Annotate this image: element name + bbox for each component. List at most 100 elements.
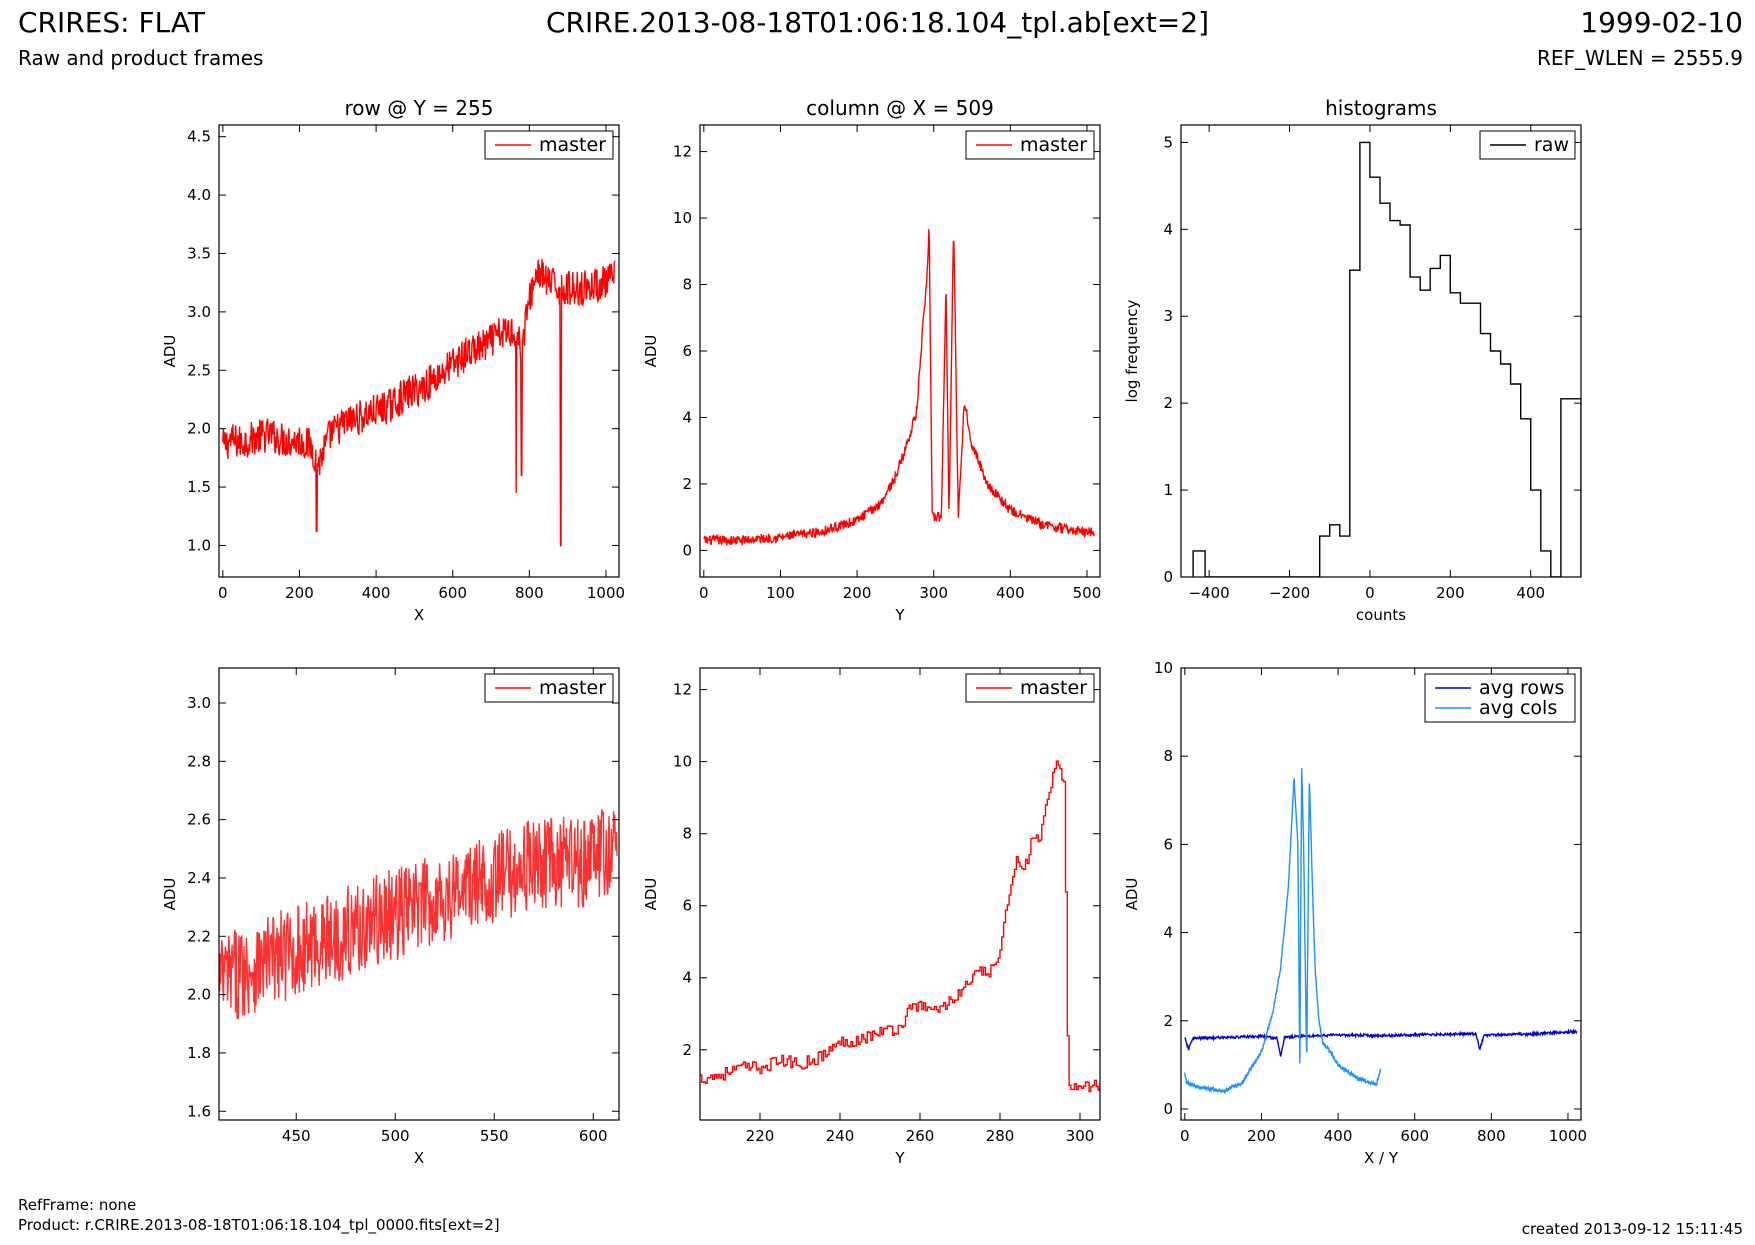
y-tick-label: 2.0 [187, 986, 211, 1004]
chart-title: column @ X = 509 [806, 96, 994, 120]
plot-frame [218, 124, 620, 578]
x-axis-label: Y [894, 1149, 905, 1167]
legend: master [484, 130, 614, 160]
y-tick-label: 4 [1163, 220, 1173, 238]
x-tick-label: 0 [1365, 584, 1375, 602]
chart-p4: 450 500 550 600 1.6 1.8 2.0 2.2 2.4 2.6 2.8 3.0 X ADU… [161, 667, 620, 1167]
ref-wlen-label: REF_WLEN = 2555.9 [1536, 46, 1743, 70]
chart-p3-data [1192, 141, 1581, 577]
legend: raw [1479, 130, 1576, 160]
x-tick-label: 600 [579, 1127, 608, 1145]
x-tick-label: 0 [1180, 1127, 1190, 1145]
y-axis-label: ADU [1123, 878, 1141, 911]
y-tick-label: 4.0 [187, 186, 211, 204]
x-axis-label: Y [894, 606, 905, 624]
legend: master [484, 673, 614, 703]
y-tick-label: 1.8 [187, 1044, 211, 1062]
x-tick-label: 100 [766, 584, 795, 602]
y-tick-label: 4.5 [187, 128, 211, 146]
x-tick-label: 1000 [1549, 1127, 1587, 1145]
x-tick-label: 200 [1247, 1127, 1276, 1145]
y-axis-label: ADU [642, 878, 660, 911]
y-tick-label: 0 [1163, 568, 1173, 586]
x-tick-label: 300 [1066, 1127, 1095, 1145]
x-tick-label: −400 [1189, 584, 1230, 602]
chart-p6: 0 200 400 600 800 1000 0 2 4 6 8 10 X / Y ADU avg rows… [1123, 659, 1587, 1167]
y-axis-label: ADU [161, 878, 179, 911]
x-tick-label: 200 [285, 584, 314, 602]
x-tick-label: 400 [996, 584, 1025, 602]
x-axis-label: X [414, 1149, 424, 1167]
chart-title: histograms [1325, 96, 1437, 120]
y-tick-label: 2.2 [187, 927, 211, 945]
x-tick-label: 550 [480, 1127, 509, 1145]
chart-p3: −400 −200 0 200 400 0 1 2 3 4 5 histograms counts log… [1123, 96, 1582, 624]
chart-p6-data [1184, 768, 1578, 1095]
legend-label: avg rows [1479, 677, 1564, 699]
report-title: CRIRES: FLAT [18, 6, 205, 39]
series-master [703, 229, 1095, 546]
y-tick-label: 2 [682, 1041, 692, 1059]
y-tick-label: 10 [673, 753, 692, 771]
y-tick-label: 6 [682, 897, 692, 915]
legend-label: avg cols [1479, 697, 1557, 719]
y-axis-label: ADU [161, 335, 179, 368]
y-tick-label: 3.0 [187, 694, 211, 712]
y-tick-label: 2.6 [187, 811, 211, 829]
y-tick-label: 4 [682, 969, 692, 987]
y-tick-label: 1 [1163, 481, 1173, 499]
x-tick-label: 400 [1324, 1127, 1353, 1145]
y-tick-label: 2 [1163, 394, 1173, 412]
y-tick-label: 8 [1163, 747, 1173, 765]
x-tick-label: 240 [826, 1127, 855, 1145]
plot-frame [699, 124, 1101, 578]
x-tick-label: 260 [906, 1127, 935, 1145]
x-tick-label: 300 [919, 584, 948, 602]
y-tick-label: 1.0 [187, 536, 211, 554]
y-tick-label: 2.4 [187, 869, 211, 887]
x-tick-label: 500 [381, 1127, 410, 1145]
series-master [700, 760, 1100, 1093]
x-tick-label: 1000 [587, 584, 625, 602]
x-tick-label: 0 [699, 584, 709, 602]
y-tick-label: 4 [1163, 924, 1173, 942]
y-tick-label: 3.5 [187, 244, 211, 262]
product-label: Product: r.CRIRE.2013-08-18T01:06:18.104… [18, 1216, 500, 1234]
report-subtitle: Raw and product frames [18, 46, 264, 70]
series-master [222, 258, 616, 547]
y-tick-label: 6 [682, 342, 692, 360]
created-label: created 2013-09-12 15:11:45 [1521, 1220, 1743, 1238]
x-tick-label: 280 [986, 1127, 1015, 1145]
y-tick-label: 8 [682, 825, 692, 843]
plot-frame [1180, 667, 1582, 1121]
y-tick-label: 8 [682, 276, 692, 294]
y-tick-label: 5 [1163, 133, 1173, 151]
y-tick-label: 3 [1163, 307, 1173, 325]
x-tick-label: 400 [362, 584, 391, 602]
x-tick-label: 200 [843, 584, 872, 602]
y-tick-label: 4 [682, 408, 692, 426]
x-tick-label: 200 [1436, 584, 1465, 602]
date-label: 1999-02-10 [1580, 6, 1743, 39]
chart-p5-data [700, 760, 1100, 1093]
y-tick-label: 2.5 [187, 361, 211, 379]
y-tick-label: 10 [673, 209, 692, 227]
x-axis-label: X [414, 606, 424, 624]
legend: master [965, 130, 1095, 160]
series-avg-cols [1184, 768, 1382, 1095]
y-tick-label: 1.6 [187, 1102, 211, 1120]
chart-p1-data [222, 258, 616, 547]
ref-frame-label: RefFrame: none [18, 1196, 137, 1214]
y-tick-label: 3.0 [187, 303, 211, 321]
chart-p2-data [703, 229, 1095, 546]
y-tick-label: 0 [682, 541, 692, 559]
y-tick-label: 2.0 [187, 420, 211, 438]
series-master [219, 809, 618, 1020]
y-tick-label: 1.5 [187, 478, 211, 496]
x-axis-label: X / Y [1364, 1149, 1399, 1167]
x-tick-label: 800 [1477, 1127, 1506, 1145]
chart-p5: 220 240 260 280 300 2 4 6 8 10 12 Y ADU master [642, 667, 1101, 1167]
x-tick-label: 600 [438, 584, 467, 602]
legend-label: master [539, 677, 606, 699]
